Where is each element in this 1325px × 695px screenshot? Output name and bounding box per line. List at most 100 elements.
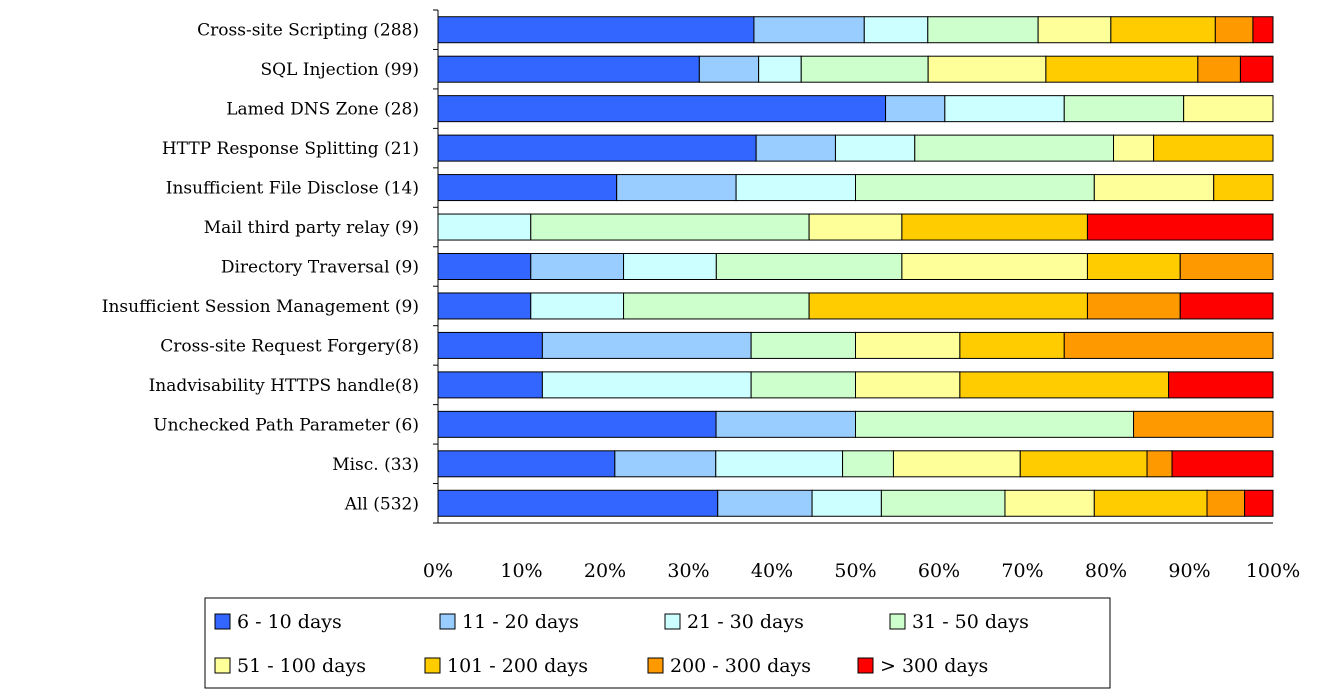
bar-segment <box>735 174 856 202</box>
bar-segment <box>1239 55 1274 83</box>
bar-segment <box>1146 450 1173 478</box>
bar-segment <box>717 489 813 517</box>
x-tick-label: 40% <box>751 560 793 582</box>
category-label: All (532) <box>344 494 419 514</box>
bar-segment <box>1197 55 1241 83</box>
bar-segment <box>944 95 1065 123</box>
x-tick-label: 70% <box>1001 560 1043 582</box>
bar-segment <box>750 371 856 399</box>
bar-segment <box>437 450 616 478</box>
x-tick-label: 60% <box>918 560 960 582</box>
x-tick-label: 0% <box>423 560 453 582</box>
legend-label: 200 - 300 days <box>670 655 811 677</box>
bar-segment <box>811 489 882 517</box>
bar-segment <box>808 292 1088 320</box>
x-tick-label: 10% <box>500 560 542 582</box>
bar-segment <box>437 331 543 359</box>
category-label: Directory Traversal (9) <box>221 258 419 278</box>
bar-segment <box>614 450 717 478</box>
bar-segment <box>1252 16 1274 44</box>
category-label: Inadvisability HTTPS handle(8) <box>149 376 419 396</box>
bar-segment <box>1093 174 1215 202</box>
bar-segment <box>530 253 625 280</box>
bar-segment <box>437 16 755 44</box>
bar-segment <box>885 95 946 123</box>
bar-segment <box>1153 134 1274 162</box>
category-label: Misc. (33) <box>332 455 419 475</box>
bar-segment <box>1086 253 1181 280</box>
bar-segment <box>1183 95 1274 123</box>
x-tick-label: 100% <box>1246 560 1300 582</box>
bar-segment <box>927 55 1047 83</box>
category-label: Mail third party relay (9) <box>204 218 419 238</box>
category-label: Lamed DNS Zone (28) <box>226 100 419 120</box>
bar-segment <box>715 253 903 280</box>
bar-segment <box>914 134 1115 162</box>
bar-segment <box>437 410 717 438</box>
legend-label: 101 - 200 days <box>447 655 588 677</box>
bar-segment <box>855 174 1095 202</box>
category-label: SQL Injection (99) <box>260 60 419 80</box>
bar-segment <box>541 331 752 359</box>
bar-segment <box>750 331 856 359</box>
bar-segment <box>1244 489 1274 517</box>
bar-segment <box>1019 450 1148 478</box>
bar-segment <box>1110 16 1216 44</box>
bar-segment <box>437 371 543 399</box>
bar-segment <box>1213 174 1274 202</box>
bar-segment <box>623 292 810 320</box>
legend-swatch <box>214 657 231 674</box>
bar-segment <box>758 55 802 83</box>
bar-segment <box>1004 489 1095 517</box>
bar-segment <box>437 489 719 517</box>
x-tick-label: 30% <box>667 560 709 582</box>
bar-segment <box>855 331 961 359</box>
bar-segment <box>437 134 757 162</box>
bar-segment <box>834 134 916 162</box>
bar-segment <box>892 450 1021 478</box>
bar-segment <box>1179 292 1274 320</box>
legend-label: > 300 days <box>880 655 988 677</box>
category-label: HTTP Response Splitting (21) <box>162 139 419 159</box>
bar-segment <box>1037 16 1112 44</box>
bar-segment <box>1113 134 1155 162</box>
bar-segment <box>623 253 717 280</box>
bar-segment <box>1063 95 1185 123</box>
bar-segment <box>755 134 836 162</box>
bar-segment <box>800 55 929 83</box>
bar-segment <box>616 174 737 202</box>
legend-swatch <box>857 657 874 674</box>
x-tick-label: 80% <box>1085 560 1127 582</box>
bar-segment <box>698 55 760 83</box>
x-tick-label: 50% <box>834 560 876 582</box>
legend-label: 51 - 100 days <box>237 655 366 677</box>
legend-swatch <box>647 657 664 674</box>
legend-label: 6 - 10 days <box>237 611 342 633</box>
bar-segment <box>437 213 532 241</box>
legend-swatch <box>214 613 231 630</box>
bar-segment <box>842 450 894 478</box>
bar-segment <box>863 16 929 44</box>
bar-segment <box>753 16 865 44</box>
bar-segment <box>437 174 618 202</box>
legend-swatch <box>424 657 441 674</box>
category-label: Insufficient Session Management (9) <box>102 297 419 317</box>
bar-segment <box>927 16 1039 44</box>
category-label: Cross-site Request Forgery(8) <box>160 336 419 356</box>
legend-swatch <box>439 613 456 630</box>
bar-segment <box>959 371 1170 399</box>
bar-segment <box>530 213 810 241</box>
bar-segment <box>1171 450 1274 478</box>
bar-segment <box>1086 292 1181 320</box>
bar-segment <box>715 450 844 478</box>
category-label: Insufficient File Disclose (14) <box>166 179 419 199</box>
bar-segment <box>901 213 1088 241</box>
bar-segment <box>541 371 752 399</box>
bar-segment <box>959 331 1065 359</box>
bar-segment <box>1086 213 1274 241</box>
bar-segment <box>437 253 532 280</box>
bar-segment <box>901 253 1088 280</box>
bar-segment <box>437 55 700 83</box>
